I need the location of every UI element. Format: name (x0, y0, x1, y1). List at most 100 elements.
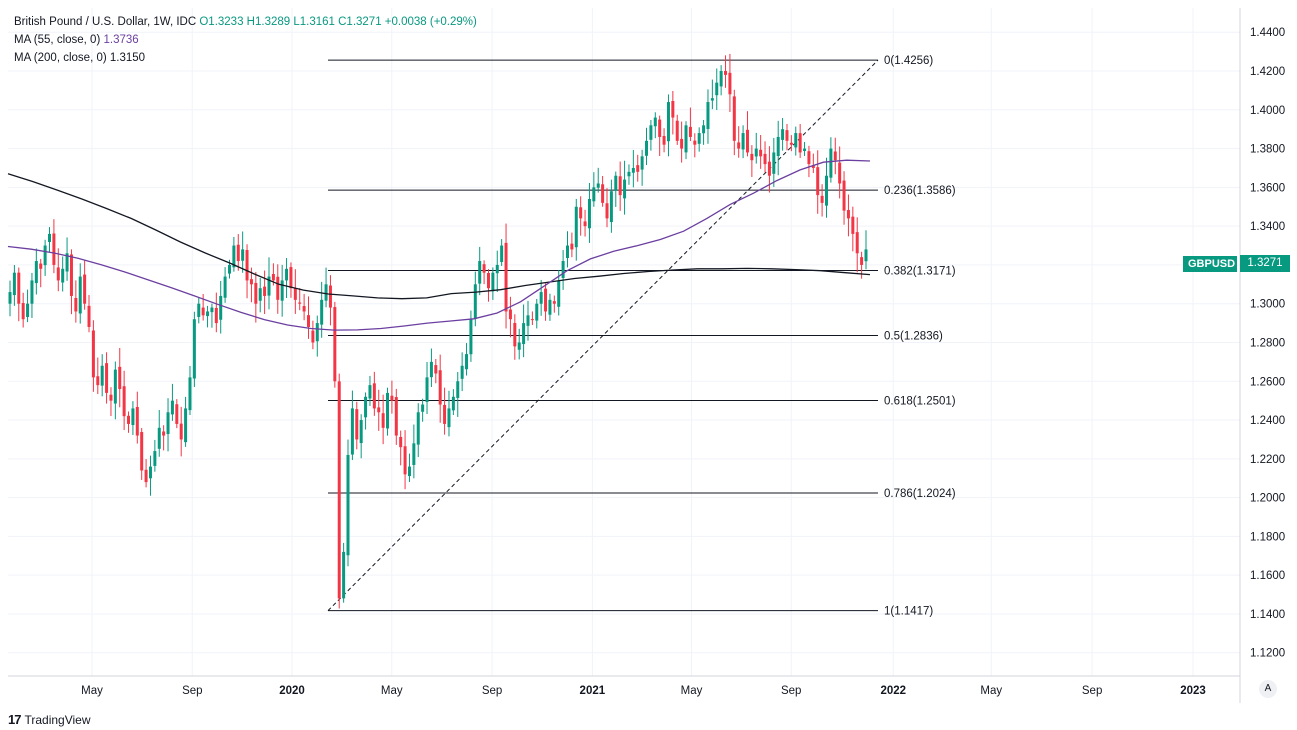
x-tick-label: May (381, 685, 403, 697)
candle (394, 388, 398, 445)
candle (570, 232, 574, 258)
candle-body (403, 446, 407, 475)
candle-body (359, 420, 363, 444)
candle-body (148, 466, 152, 479)
candle-body (78, 276, 82, 314)
candle (390, 380, 394, 414)
candle (8, 280, 12, 317)
candle-body (548, 299, 552, 315)
candle-body (333, 307, 337, 382)
candle-body (192, 319, 196, 379)
candle (412, 424, 416, 479)
candle (684, 121, 688, 160)
candle (214, 292, 218, 333)
candle (61, 256, 65, 292)
candle (824, 157, 828, 218)
candle (429, 348, 433, 388)
candle-body (285, 268, 289, 281)
candle (140, 428, 144, 480)
candle (48, 227, 52, 253)
candle-body (680, 138, 684, 149)
candle (754, 132, 758, 164)
candle (113, 361, 117, 420)
candle-body (127, 415, 131, 424)
candle (794, 126, 798, 156)
candle-body (473, 284, 477, 320)
candle (460, 352, 464, 392)
candle (416, 403, 420, 458)
fib-level-label: 0.382(1.3171) (884, 266, 956, 278)
candle (135, 391, 139, 444)
candle (710, 79, 714, 110)
candle-body (122, 386, 126, 417)
candle-body (833, 151, 837, 161)
auto-scale-button[interactable]: A (1259, 680, 1277, 698)
candle (829, 137, 833, 183)
candle (30, 272, 34, 319)
candle (254, 271, 258, 323)
candle (596, 167, 600, 193)
candle (148, 455, 152, 496)
candle-body (741, 133, 745, 150)
candle-body (737, 142, 741, 149)
candle (772, 137, 776, 187)
candle-body (368, 385, 372, 399)
candle (693, 133, 697, 158)
candle-body (579, 207, 583, 219)
candle-body (565, 245, 569, 259)
candle-body (693, 140, 697, 145)
candle (816, 150, 820, 214)
candle (188, 365, 192, 415)
legend-ma200-row[interactable]: MA (200, close, 0) 1.3150 (14, 49, 477, 67)
candle-body (232, 245, 236, 268)
candle-body (653, 117, 657, 127)
candle-body (583, 221, 587, 227)
candle (557, 270, 561, 316)
candle (864, 230, 868, 270)
candle (803, 141, 807, 156)
y-tick-label: 1.2000 (1250, 493, 1285, 505)
candle-body (342, 551, 346, 599)
candle (649, 120, 653, 151)
candle-body (702, 125, 706, 134)
candle-body (820, 195, 824, 203)
candle (680, 121, 684, 163)
candle-body (109, 394, 113, 401)
candle-body (631, 167, 635, 173)
candle (26, 289, 30, 323)
fib-trend-line (327, 59, 879, 612)
candle (364, 392, 368, 430)
candle (482, 260, 486, 285)
candle-body (645, 140, 649, 156)
candle-body (460, 365, 464, 379)
fib-level-label: 0.5(1.2836) (884, 331, 943, 343)
candle-body (280, 280, 284, 301)
candle-body (500, 245, 504, 263)
candle-body (851, 216, 855, 234)
fib-level-label: 1(1.1417) (884, 606, 933, 618)
candle (842, 171, 846, 225)
candle-body (206, 311, 210, 317)
legend-ma55-row[interactable]: MA (55, close, 0) 1.3736 (14, 31, 477, 49)
candle-body (781, 129, 785, 140)
candle-body (175, 404, 179, 424)
tradingview-brand[interactable]: 17 TradingView (8, 712, 91, 727)
candle-body (605, 203, 609, 219)
candle (87, 294, 91, 333)
candle (192, 311, 196, 387)
candle-body (113, 369, 117, 404)
legend-symbol-row[interactable]: British Pound / U.S. Dollar, 1W, IDC O1.… (14, 13, 477, 31)
candle-body (421, 404, 425, 412)
x-tick-label: 2022 (880, 685, 906, 697)
candle-body (710, 98, 714, 101)
candle-body (48, 233, 52, 242)
candle-body (495, 264, 499, 274)
candle-body (456, 381, 460, 398)
candle-body (513, 322, 517, 347)
candle-body (43, 245, 47, 266)
candle-body (56, 267, 60, 281)
candle (495, 250, 499, 292)
candle-body (671, 101, 675, 118)
candle (618, 161, 622, 211)
